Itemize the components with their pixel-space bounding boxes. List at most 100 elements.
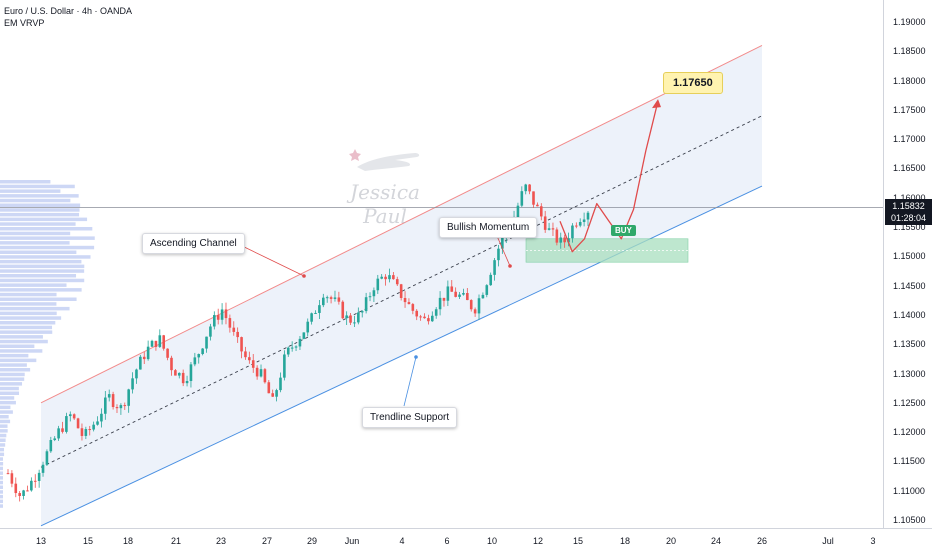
- candle-body: [111, 394, 115, 408]
- volume-profile-bar: [0, 377, 25, 381]
- volume-profile-bar: [0, 438, 6, 442]
- candle-body: [524, 184, 528, 192]
- candle-body: [244, 351, 247, 358]
- candle-body: [528, 184, 531, 192]
- candle-body: [18, 493, 21, 496]
- volume-profile-bar: [0, 368, 31, 372]
- candle-body: [551, 228, 555, 230]
- volume-profile-bar: [0, 429, 8, 433]
- candle-body: [248, 357, 251, 361]
- candle-body: [100, 413, 103, 422]
- volume-profile-bar: [0, 212, 80, 217]
- candle-body: [174, 370, 177, 376]
- candle-body: [442, 297, 446, 301]
- candle-body: [485, 285, 489, 295]
- symbol-title[interactable]: Euro / U.S. Dollar · 4h · OANDA: [4, 6, 133, 16]
- trendline-support-label[interactable]: Trendline Support: [362, 407, 458, 428]
- volume-profile-bar: [0, 339, 48, 344]
- volume-profile-bar: [0, 194, 79, 198]
- volume-profile-bar: [0, 363, 27, 367]
- volume-profile-bar: [0, 283, 67, 287]
- price-tick-label: 1.14500: [893, 280, 926, 291]
- candle-body: [392, 275, 395, 280]
- volume-profile-bar: [0, 264, 85, 269]
- channel-upper-line: [40, 44, 763, 404]
- candle-body: [232, 327, 236, 332]
- buy-label[interactable]: BUY: [611, 225, 636, 236]
- ascending-channel-label[interactable]: Ascending Channel: [142, 233, 245, 254]
- candle-body: [166, 348, 169, 358]
- volume-profile-bar: [0, 227, 93, 231]
- volume-profile-bar: [0, 236, 95, 240]
- volume-profile-bar: [0, 330, 53, 334]
- volume-profile-bar: [0, 316, 62, 320]
- candle-body: [193, 357, 197, 365]
- candle-body: [380, 276, 383, 279]
- bullish-momentum-label[interactable]: Bullish Momentum: [439, 217, 538, 238]
- time-tick-label: 21: [170, 536, 182, 546]
- volume-profile-bar: [0, 184, 75, 189]
- candle-body: [306, 321, 310, 333]
- volume-profile-bar: [0, 353, 29, 358]
- volume-profile-bar: [0, 410, 13, 414]
- time-axis[interactable]: 13 15 18 21 23 27 29 Jun 4 6 10 12 15 18 20 24 26 Jul 3: [0, 528, 932, 551]
- candle-body: [411, 304, 415, 311]
- volume-profile-bar: [0, 386, 19, 391]
- candle-body: [376, 278, 380, 291]
- candle-body: [205, 336, 208, 349]
- target-price-label[interactable]: 1.17650: [663, 72, 723, 94]
- hand-icon: [349, 149, 420, 171]
- volume-profile-bar: [0, 419, 11, 424]
- volume-profile-bar: [0, 245, 95, 250]
- candle-body: [236, 331, 239, 338]
- candle-body: [520, 191, 524, 206]
- time-tick-label: 13: [35, 536, 47, 546]
- volume-profile-bar: [0, 259, 82, 264]
- time-tick-label: 29: [306, 536, 318, 546]
- candle-body: [267, 382, 271, 394]
- candle-body: [559, 237, 563, 243]
- price-axis[interactable]: 1.19000 1.18500 1.18000 1.17500 1.17000 1.165…: [883, 0, 932, 528]
- candle-body: [216, 315, 220, 320]
- candle-body: [279, 377, 282, 391]
- candle-body: [146, 346, 150, 360]
- candle-body: [14, 483, 18, 494]
- candle-body: [532, 191, 535, 205]
- candle-body: [555, 229, 559, 243]
- volume-profile-bar: [0, 396, 15, 400]
- candle-body: [271, 393, 274, 397]
- candle-body: [57, 428, 60, 439]
- volume-profile-bar: [0, 250, 77, 254]
- price-tick-label: 1.11500: [893, 456, 925, 467]
- volume-profile-bar: [0, 372, 25, 377]
- volume-profile-bar: [0, 382, 23, 386]
- ascending-channel-dot: [302, 274, 306, 278]
- volume-profile-bar: [0, 231, 71, 236]
- volume-profile-bar: [0, 241, 70, 245]
- volume-profile-bar: [0, 415, 9, 419]
- candle-body: [438, 297, 442, 310]
- volume-profile-bar: [0, 447, 5, 452]
- candle-body: [454, 291, 457, 297]
- volume-profile-bar: [0, 443, 6, 447]
- candle-body: [333, 297, 337, 299]
- time-tick-label: 18: [122, 536, 134, 546]
- price-tick-label: 1.18000: [893, 75, 926, 86]
- projection-arrowhead: [652, 99, 661, 109]
- volume-profile-bar: [0, 452, 5, 457]
- price-tick-label: 1.12500: [893, 397, 926, 408]
- indicator-label[interactable]: EM VRVP: [4, 18, 45, 28]
- candle-body: [586, 212, 590, 220]
- candle-body: [469, 300, 473, 310]
- candle-body: [170, 357, 173, 371]
- watermark-text: Jessica Paul: [350, 180, 420, 228]
- candle-body: [407, 302, 411, 305]
- candle-body: [462, 292, 465, 295]
- candle-body: [466, 292, 469, 301]
- candle-body: [477, 298, 481, 314]
- price-tick-label: 1.13500: [893, 339, 926, 350]
- volume-profile-bar: [0, 255, 91, 259]
- price-tick-label: 1.15500: [893, 222, 926, 233]
- candle-body: [92, 424, 95, 430]
